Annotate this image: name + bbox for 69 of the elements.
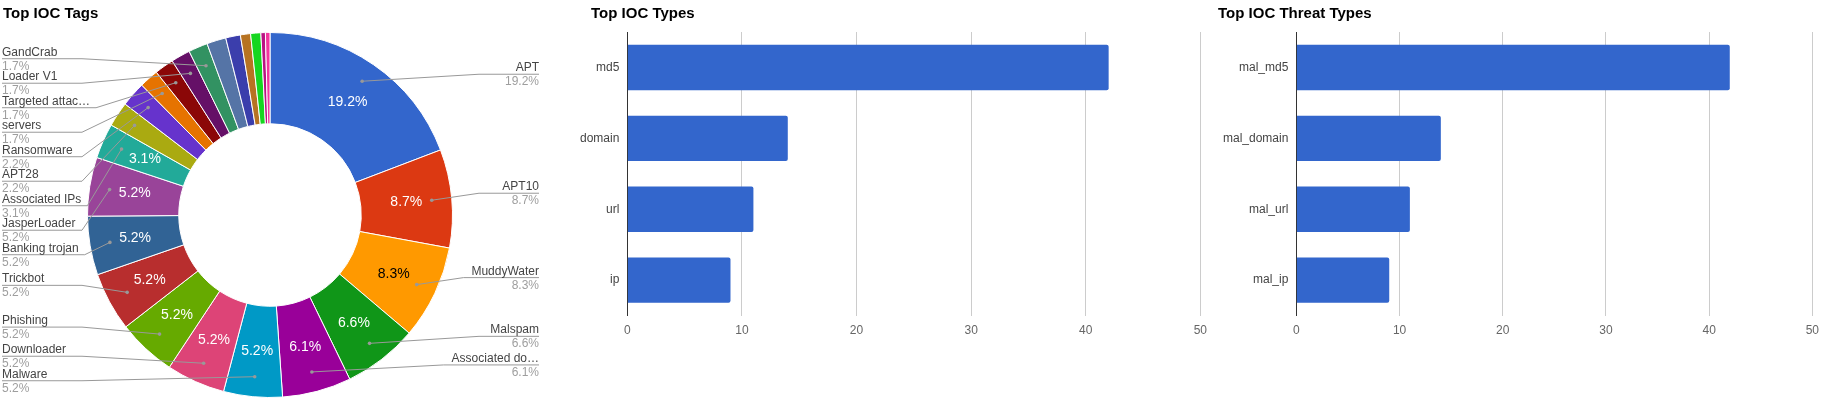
chart-title: Top IOC Threat Types: [1218, 4, 1372, 21]
bar: [1296, 186, 1410, 232]
text: 5.2%: [2, 327, 30, 342]
text: 8.7%: [511, 193, 539, 208]
slice-label: Targeted attac…: [2, 93, 91, 108]
bar: [1296, 44, 1730, 91]
x-tick-label: 0: [1293, 323, 1301, 338]
data-label: 19.2%: [327, 93, 368, 110]
data-label: 6.1%: [289, 338, 322, 355]
y-tick-label: mal_md5: [1239, 59, 1289, 74]
data-label: 5.2%: [119, 228, 152, 245]
slice-label: Phishing: [2, 313, 49, 328]
x-tick-label: 40: [1079, 323, 1093, 338]
x-tick-label: 30: [964, 323, 979, 338]
slice-label: Downloader: [2, 342, 67, 357]
x-tick-label: 20: [849, 323, 864, 338]
x-tick-label: 0: [624, 323, 632, 338]
x-tick-label: 50: [1193, 323, 1208, 338]
chart-title: Top IOC Types: [591, 4, 695, 21]
data-label: 5.2%: [241, 342, 274, 359]
text: 6.1%: [511, 364, 539, 379]
slice-label: APT28: [2, 167, 40, 182]
x-tick-label: 40: [1702, 323, 1717, 338]
data-label: 8.3%: [377, 264, 410, 281]
slice-label: JasperLoader: [2, 216, 76, 231]
text: 5.2%: [2, 380, 30, 395]
y-tick-label: mal_url: [1249, 201, 1289, 216]
x-tick-label: 10: [735, 323, 749, 338]
slice-label: APT: [515, 60, 540, 75]
data-label: 5.2%: [160, 306, 193, 323]
bar: [627, 257, 731, 303]
slice-label: Associated do…: [451, 350, 539, 365]
slice-label: Banking trojan: [2, 240, 79, 255]
slice-label: Loader V1: [2, 69, 58, 84]
y-tick-label: md5: [596, 59, 620, 74]
bar: [627, 44, 1109, 91]
y-tick-label: url: [606, 201, 620, 216]
bar: [1296, 257, 1390, 303]
slice-label: Malspam: [490, 322, 539, 337]
bar: [1296, 115, 1441, 162]
data-label: 5.2%: [118, 184, 151, 201]
y-tick-label: ip: [610, 272, 620, 287]
slice-label: Associated IPs: [2, 191, 82, 206]
text: 8.3%: [511, 277, 539, 292]
data-label: 5.2%: [198, 330, 231, 347]
x-tick-label: 30: [1599, 323, 1613, 338]
y-tick-label: mal_domain: [1222, 130, 1289, 145]
slice-label: Trickbot: [2, 271, 45, 286]
slice-label: Ransomware: [2, 142, 74, 157]
x-tick-label: 20: [1496, 323, 1510, 338]
chart-title: Top IOC Tags: [3, 4, 99, 21]
slice-label: GandCrab: [2, 44, 58, 59]
slice-label: APT10: [502, 179, 540, 194]
x-tick-label: 10: [1392, 323, 1407, 338]
text: 5.2%: [2, 254, 30, 269]
data-label: 5.2%: [133, 271, 166, 288]
x-tick-label: 50: [1805, 323, 1820, 338]
data-label: 8.7%: [390, 193, 423, 210]
bar: [627, 115, 788, 162]
data-label: 3.1%: [128, 150, 161, 167]
text: 5.2%: [2, 285, 30, 300]
text: 19.2%: [504, 74, 539, 89]
bar: [627, 186, 754, 232]
y-tick-label: domain: [580, 130, 620, 145]
data-label: 6.6%: [337, 314, 370, 331]
y-tick-label: mal_ip: [1253, 272, 1289, 287]
slice-label: Malware: [2, 366, 48, 381]
slice-label: MuddyWater: [471, 263, 539, 278]
text: 6.6%: [511, 336, 539, 351]
